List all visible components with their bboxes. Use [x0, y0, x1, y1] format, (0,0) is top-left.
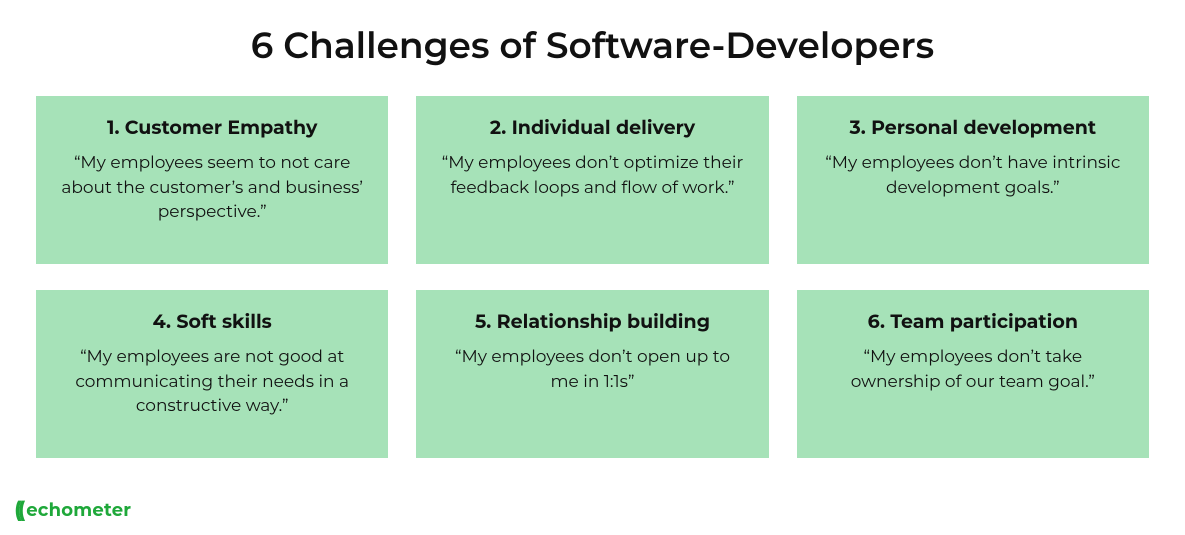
card-quote: “My employees seem to not care about the…	[60, 151, 364, 225]
page-root: 6 Challenges of Software-Developers 1. C…	[0, 0, 1185, 535]
card-personal-development: 3. Personal development “My employees do…	[797, 96, 1149, 264]
page-title: 6 Challenges of Software-Developers	[36, 24, 1149, 68]
card-individual-delivery: 2. Individual delivery “My employees don…	[416, 96, 768, 264]
card-title: 5. Relationship building	[440, 310, 744, 333]
card-quote: “My employees don’t open up to me in 1:1…	[440, 345, 744, 394]
card-title: 4. Soft skills	[60, 310, 364, 333]
card-quote: “My employees don’t optimize their feedb…	[440, 151, 744, 200]
card-title: 6. Team participation	[821, 310, 1125, 333]
brand-mark-icon: ((	[15, 496, 22, 523]
cards-grid: 1. Customer Empathy “My employees seem t…	[36, 96, 1149, 458]
card-customer-empathy: 1. Customer Empathy “My employees seem t…	[36, 96, 388, 264]
card-title: 1. Customer Empathy	[60, 116, 364, 139]
card-relationship-building: 5. Relationship building “My employees d…	[416, 290, 768, 458]
card-soft-skills: 4. Soft skills “My employees are not goo…	[36, 290, 388, 458]
card-team-participation: 6. Team participation “My employees don’…	[797, 290, 1149, 458]
card-quote: “My employees don’t take ownership of ou…	[821, 345, 1125, 394]
card-title: 3. Personal development	[821, 116, 1125, 139]
brand-name: echometer	[26, 499, 131, 521]
brand-logo: (( echometer	[14, 496, 131, 523]
card-quote: “My employees are not good at communicat…	[60, 345, 364, 419]
card-title: 2. Individual delivery	[440, 116, 744, 139]
card-quote: “My employees don’t have intrinsic devel…	[821, 151, 1125, 200]
